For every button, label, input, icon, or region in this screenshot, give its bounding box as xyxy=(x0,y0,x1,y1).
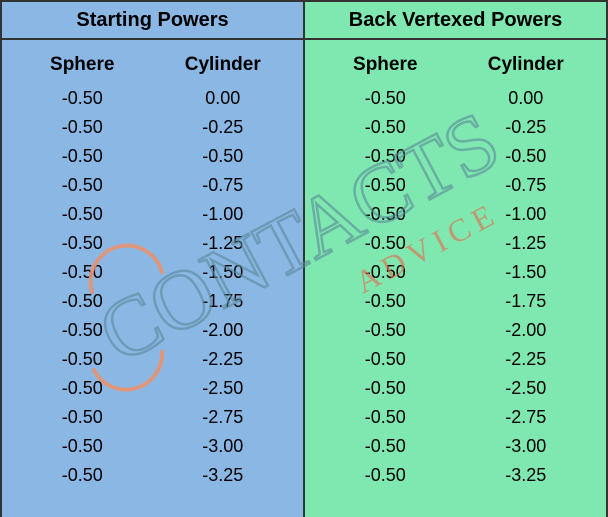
table-row: -0.50-0.75 xyxy=(12,171,293,200)
sphere-cell: -0.50 xyxy=(12,204,153,225)
sphere-cell: -0.50 xyxy=(12,233,153,254)
table-row: -0.50-2.00 xyxy=(315,316,596,345)
cylinder-cell: -2.50 xyxy=(153,378,294,399)
cylinder-cell: -2.50 xyxy=(456,378,597,399)
sphere-cell: -0.50 xyxy=(315,88,456,109)
cylinder-cell: -0.50 xyxy=(153,146,294,167)
sphere-cell: -0.50 xyxy=(315,204,456,225)
cylinder-cell: -3.25 xyxy=(456,465,597,486)
sphere-cell: -0.50 xyxy=(315,262,456,283)
subheader-cylinder: Cylinder xyxy=(153,54,294,76)
table-row: -0.50-2.25 xyxy=(12,345,293,374)
cylinder-cell: -1.75 xyxy=(153,291,294,312)
cylinder-cell: -0.75 xyxy=(456,175,597,196)
cylinder-cell: -3.25 xyxy=(153,465,294,486)
table-row: -0.50-0.25 xyxy=(12,113,293,142)
table-row: -0.50-2.75 xyxy=(12,403,293,432)
sphere-cell: -0.50 xyxy=(315,436,456,457)
table-row: -0.50-3.25 xyxy=(12,461,293,490)
table-row: -0.50-3.00 xyxy=(12,432,293,461)
subheader-cylinder: Cylinder xyxy=(456,54,597,76)
header-back-vertexed-powers: Back Vertexed Powers xyxy=(305,2,606,38)
sphere-cell: -0.50 xyxy=(315,320,456,341)
table-row: -0.50-0.50 xyxy=(315,142,596,171)
cylinder-cell: -1.25 xyxy=(456,233,597,254)
sphere-cell: -0.50 xyxy=(12,436,153,457)
table-row: -0.50-2.50 xyxy=(12,374,293,403)
cylinder-cell: -1.75 xyxy=(456,291,597,312)
sphere-cell: -0.50 xyxy=(315,117,456,138)
sphere-cell: -0.50 xyxy=(12,117,153,138)
cylinder-cell: -2.75 xyxy=(456,407,597,428)
table-row: -0.50-2.25 xyxy=(315,345,596,374)
sphere-cell: -0.50 xyxy=(12,262,153,283)
table-row: -0.50-1.25 xyxy=(315,229,596,258)
cylinder-cell: -2.75 xyxy=(153,407,294,428)
header-row: Starting Powers Back Vertexed Powers xyxy=(2,2,606,40)
table-row: -0.50-3.00 xyxy=(315,432,596,461)
sphere-cell: -0.50 xyxy=(315,146,456,167)
cylinder-cell: -0.75 xyxy=(153,175,294,196)
table-row: -0.50-1.00 xyxy=(315,200,596,229)
sphere-cell: -0.50 xyxy=(12,146,153,167)
sphere-cell: -0.50 xyxy=(12,88,153,109)
cylinder-cell: 0.00 xyxy=(456,88,597,109)
sphere-cell: -0.50 xyxy=(315,175,456,196)
sphere-cell: -0.50 xyxy=(315,378,456,399)
cylinder-cell: -3.00 xyxy=(153,436,294,457)
cylinder-cell: -0.25 xyxy=(153,117,294,138)
sphere-cell: -0.50 xyxy=(315,465,456,486)
table-row: -0.50-1.50 xyxy=(12,258,293,287)
table-row: -0.50-1.75 xyxy=(315,287,596,316)
cylinder-cell: -2.00 xyxy=(153,320,294,341)
table-row: -0.50-3.25 xyxy=(315,461,596,490)
cylinder-cell: -2.00 xyxy=(456,320,597,341)
cylinder-cell: -2.25 xyxy=(456,349,597,370)
cylinder-cell: -1.50 xyxy=(153,262,294,283)
sphere-cell: -0.50 xyxy=(315,349,456,370)
sphere-cell: -0.50 xyxy=(12,378,153,399)
cylinder-cell: 0.00 xyxy=(153,88,294,109)
powers-table: Starting Powers Back Vertexed Powers Sph… xyxy=(0,0,608,517)
sphere-cell: -0.50 xyxy=(12,291,153,312)
cylinder-cell: -1.00 xyxy=(456,204,597,225)
cylinder-cell: -1.25 xyxy=(153,233,294,254)
table-row: -0.50-1.00 xyxy=(12,200,293,229)
sphere-cell: -0.50 xyxy=(12,349,153,370)
table-row: -0.50-2.50 xyxy=(315,374,596,403)
sphere-cell: -0.50 xyxy=(12,320,153,341)
sphere-cell: -0.50 xyxy=(315,233,456,254)
table-row: -0.50-0.25 xyxy=(315,113,596,142)
table-row: -0.500.00 xyxy=(12,84,293,113)
cylinder-cell: -1.50 xyxy=(456,262,597,283)
sphere-cell: -0.50 xyxy=(12,465,153,486)
table-row: -0.500.00 xyxy=(315,84,596,113)
table-row: -0.50-2.00 xyxy=(12,316,293,345)
body-row: Sphere Cylinder -0.500.00 -0.50-0.25 -0.… xyxy=(2,40,606,517)
subheader-row: Sphere Cylinder xyxy=(305,54,606,84)
header-starting-powers: Starting Powers xyxy=(2,2,305,38)
sphere-cell: -0.50 xyxy=(12,407,153,428)
starting-powers-column: Sphere Cylinder -0.500.00 -0.50-0.25 -0.… xyxy=(2,40,305,517)
sphere-cell: -0.50 xyxy=(315,291,456,312)
subheader-sphere: Sphere xyxy=(12,54,153,76)
starting-data-rows: -0.500.00 -0.50-0.25 -0.50-0.50 -0.50-0.… xyxy=(2,84,303,490)
vertexed-data-rows: -0.500.00 -0.50-0.25 -0.50-0.50 -0.50-0.… xyxy=(305,84,606,490)
table-row: -0.50-0.50 xyxy=(12,142,293,171)
cylinder-cell: -1.00 xyxy=(153,204,294,225)
table-row: -0.50-1.75 xyxy=(12,287,293,316)
cylinder-cell: -0.25 xyxy=(456,117,597,138)
cylinder-cell: -2.25 xyxy=(153,349,294,370)
sphere-cell: -0.50 xyxy=(12,175,153,196)
table-row: -0.50-1.25 xyxy=(12,229,293,258)
table-row: -0.50-1.50 xyxy=(315,258,596,287)
table-row: -0.50-2.75 xyxy=(315,403,596,432)
cylinder-cell: -0.50 xyxy=(456,146,597,167)
subheader-row: Sphere Cylinder xyxy=(2,54,303,84)
sphere-cell: -0.50 xyxy=(315,407,456,428)
subheader-sphere: Sphere xyxy=(315,54,456,76)
table-row: -0.50-0.75 xyxy=(315,171,596,200)
cylinder-cell: -3.00 xyxy=(456,436,597,457)
back-vertexed-column: Sphere Cylinder -0.500.00 -0.50-0.25 -0.… xyxy=(305,40,606,517)
